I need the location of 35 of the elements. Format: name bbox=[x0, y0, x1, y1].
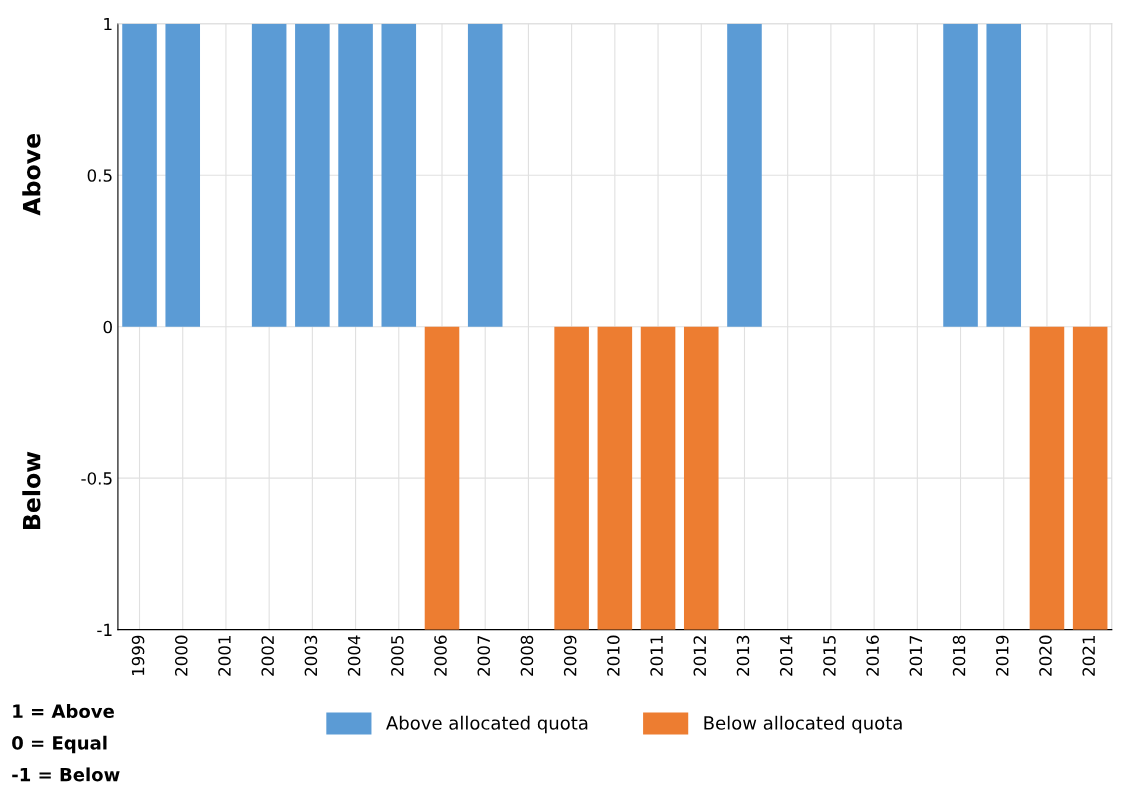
x-tick-label: 2013 bbox=[736, 635, 750, 676]
x-tick-label: 2001 bbox=[218, 636, 231, 676]
text: Below bbox=[22, 451, 41, 529]
text: 1 = Above bbox=[13, 704, 114, 719]
x-tick-label: 2016 bbox=[866, 635, 879, 676]
x-tick-label: 2005 bbox=[391, 635, 404, 676]
x-tick-label: 2004 bbox=[347, 635, 361, 676]
y-tick-label: 1 bbox=[104, 17, 112, 31]
x-tick-label: 2015 bbox=[823, 635, 836, 676]
text: Above bbox=[22, 133, 41, 216]
y-tick-label: -1 bbox=[97, 623, 112, 636]
x-tick-label: 2000 bbox=[174, 635, 188, 676]
legend-label: Below allocated quota bbox=[704, 715, 902, 734]
x-tick-label: 2018 bbox=[952, 635, 966, 676]
x-tick-label: 2021 bbox=[1082, 636, 1095, 676]
x-tick-label: 2020 bbox=[1039, 635, 1052, 676]
y-tick-label: 0 bbox=[103, 320, 112, 334]
x-tick-label: 2007 bbox=[477, 635, 491, 676]
x-tick-label: 2006 bbox=[434, 635, 447, 676]
legend-label: Above allocated quota bbox=[386, 715, 588, 734]
x-tick-label: 2014 bbox=[779, 635, 793, 676]
x-tick-label: 2003 bbox=[304, 635, 318, 676]
x-tick-label: 2011 bbox=[650, 636, 663, 676]
x-tick-label: 2010 bbox=[607, 635, 620, 676]
x-tick-label: 2002 bbox=[261, 636, 274, 676]
y-tick-label: 0.5 bbox=[87, 169, 112, 182]
y-tick-label: -0.5 bbox=[81, 472, 112, 485]
x-tick-label: 2019 bbox=[995, 635, 1009, 676]
x-tick-label: 2009 bbox=[563, 635, 577, 676]
x-tick-label: 1999 bbox=[131, 635, 145, 676]
x-tick-label: 2017 bbox=[909, 635, 923, 676]
text: 0 = Equal bbox=[12, 735, 107, 754]
x-tick-label: 2008 bbox=[520, 635, 534, 676]
x-tick-label: 2012 bbox=[693, 636, 707, 676]
text: -1 = Below bbox=[12, 767, 120, 782]
